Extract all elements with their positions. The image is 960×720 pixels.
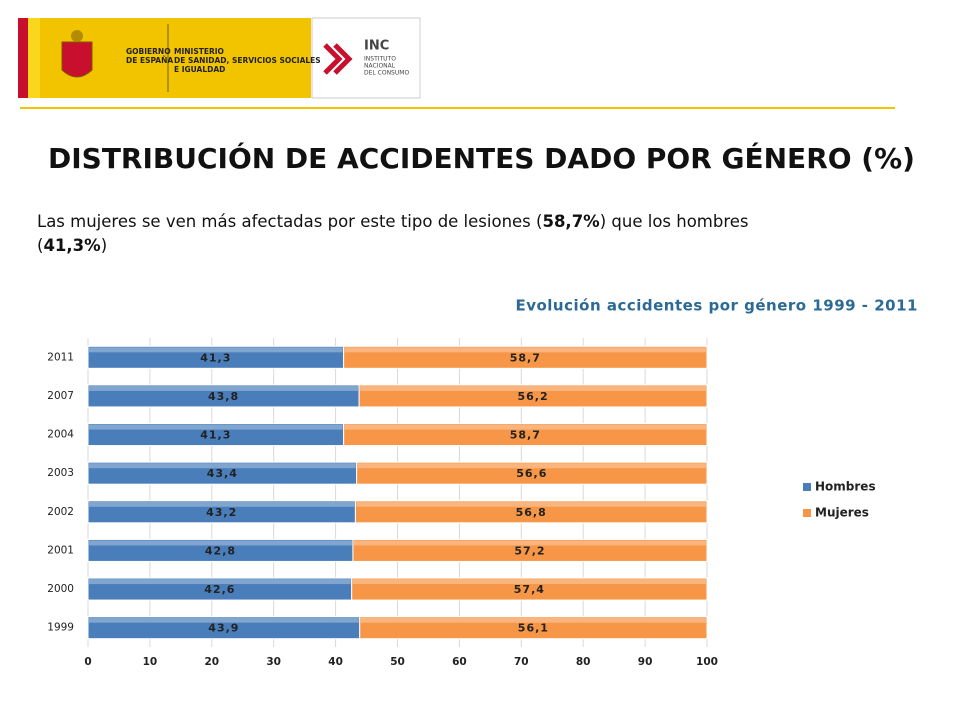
slide-title: DISTRIBUCIÓN DE ACCIDENTES DADO POR GÉNE… (48, 141, 915, 175)
bar-segment (343, 345, 708, 369)
header-text: MINISTERIO (174, 47, 224, 56)
chart-title: Evolución accidentes por género 1999 - 2… (515, 297, 918, 315)
inc-logo (323, 43, 353, 75)
data-label: 57,4 (514, 583, 545, 596)
x-tick-label: 20 (204, 656, 219, 668)
y-tick-label: 2001 (47, 544, 74, 556)
x-tick-label: 0 (84, 656, 91, 668)
header-text: INSTITUTO (364, 56, 396, 63)
header-text: NACIONAL (364, 63, 396, 70)
data-label: 41,3 (200, 351, 231, 364)
data-label: 42,8 (205, 544, 236, 557)
header-text: DE SANIDAD, SERVICIOS SOCIALES (174, 56, 321, 65)
data-label: 56,1 (518, 622, 549, 635)
coat-of-arms (61, 41, 93, 78)
y-tick-label: 2007 (47, 390, 74, 402)
data-label: 58,7 (510, 351, 541, 364)
data-label: 43,9 (208, 622, 239, 635)
text: ( (37, 236, 43, 255)
bar-shine (89, 540, 352, 546)
paragraph: Las mujeres se ven más afectadas por est… (37, 212, 749, 231)
x-tick-label: 60 (452, 656, 467, 668)
bar-shine (89, 347, 343, 353)
x-tick-label: 90 (638, 656, 653, 668)
y-tick-label: 1999 (47, 622, 74, 634)
bar-shine (344, 347, 706, 353)
data-label: 58,7 (510, 429, 541, 442)
bar-shine (352, 579, 706, 585)
bar-shine (89, 579, 351, 585)
legend-swatch (803, 483, 811, 491)
x-tick-label: 30 (266, 656, 281, 668)
bar-shine (89, 385, 359, 391)
flag-stripe (28, 18, 40, 98)
header-text: INC (364, 39, 389, 54)
text: 41,3% (43, 236, 101, 255)
bar-segment (356, 461, 708, 485)
bar-segment (359, 616, 708, 640)
data-label: 43,8 (208, 390, 239, 403)
bar-segment (352, 538, 708, 562)
bar-segment (351, 577, 708, 601)
bar-segment (354, 500, 708, 524)
bar-segment (343, 423, 708, 447)
legend-swatch (803, 509, 811, 517)
bar-shine (89, 501, 355, 507)
y-tick-label: 2011 (47, 351, 74, 363)
crown (71, 30, 83, 42)
text: Las mujeres se ven más afectadas por est… (37, 212, 542, 231)
x-tick-label: 100 (696, 656, 718, 668)
text: ) que los hombres (600, 212, 749, 231)
text: ) (101, 236, 107, 255)
y-tick-label: 2004 (47, 429, 74, 441)
x-tick-label: 40 (328, 656, 343, 668)
x-tick-label: 10 (143, 656, 158, 668)
y-tick-label: 2002 (47, 506, 74, 518)
text: 58,7% (542, 212, 600, 231)
data-label: 41,3 (200, 429, 231, 442)
data-label: 43,2 (206, 506, 237, 519)
header-text: GOBIERNO (126, 47, 171, 56)
bar-shine (356, 501, 706, 507)
paragraph: (41,3%) (37, 236, 107, 255)
data-label: 56,6 (516, 467, 547, 480)
flag-stripe (18, 18, 28, 98)
bar-shine (360, 385, 706, 391)
data-label: 56,8 (516, 506, 547, 519)
bar-shine (360, 617, 706, 623)
x-tick-label: 50 (390, 656, 405, 668)
header-text: DEL CONSUMO (364, 70, 409, 77)
x-tick-label: 70 (514, 656, 529, 668)
y-tick-label: 2000 (47, 583, 74, 595)
bar-shine (353, 540, 706, 546)
legend-label: Hombres (815, 480, 876, 494)
bar-shine (89, 463, 356, 469)
bar-shine (344, 424, 706, 430)
inc-box (311, 17, 421, 99)
header-text: DE ESPAÑA (126, 56, 173, 65)
bar-segment (358, 384, 708, 408)
header-text: E IGUALDAD (174, 65, 225, 74)
data-label: 57,2 (514, 544, 545, 557)
x-tick-label: 80 (576, 656, 591, 668)
bar-shine (89, 617, 359, 623)
data-label: 43,4 (207, 467, 238, 480)
y-tick-label: 2003 (47, 467, 74, 479)
bar-shine (357, 463, 706, 469)
bar-shine (89, 424, 343, 430)
data-label: 56,2 (517, 390, 548, 403)
data-label: 42,6 (204, 583, 235, 596)
legend-label: Mujeres (815, 506, 869, 520)
